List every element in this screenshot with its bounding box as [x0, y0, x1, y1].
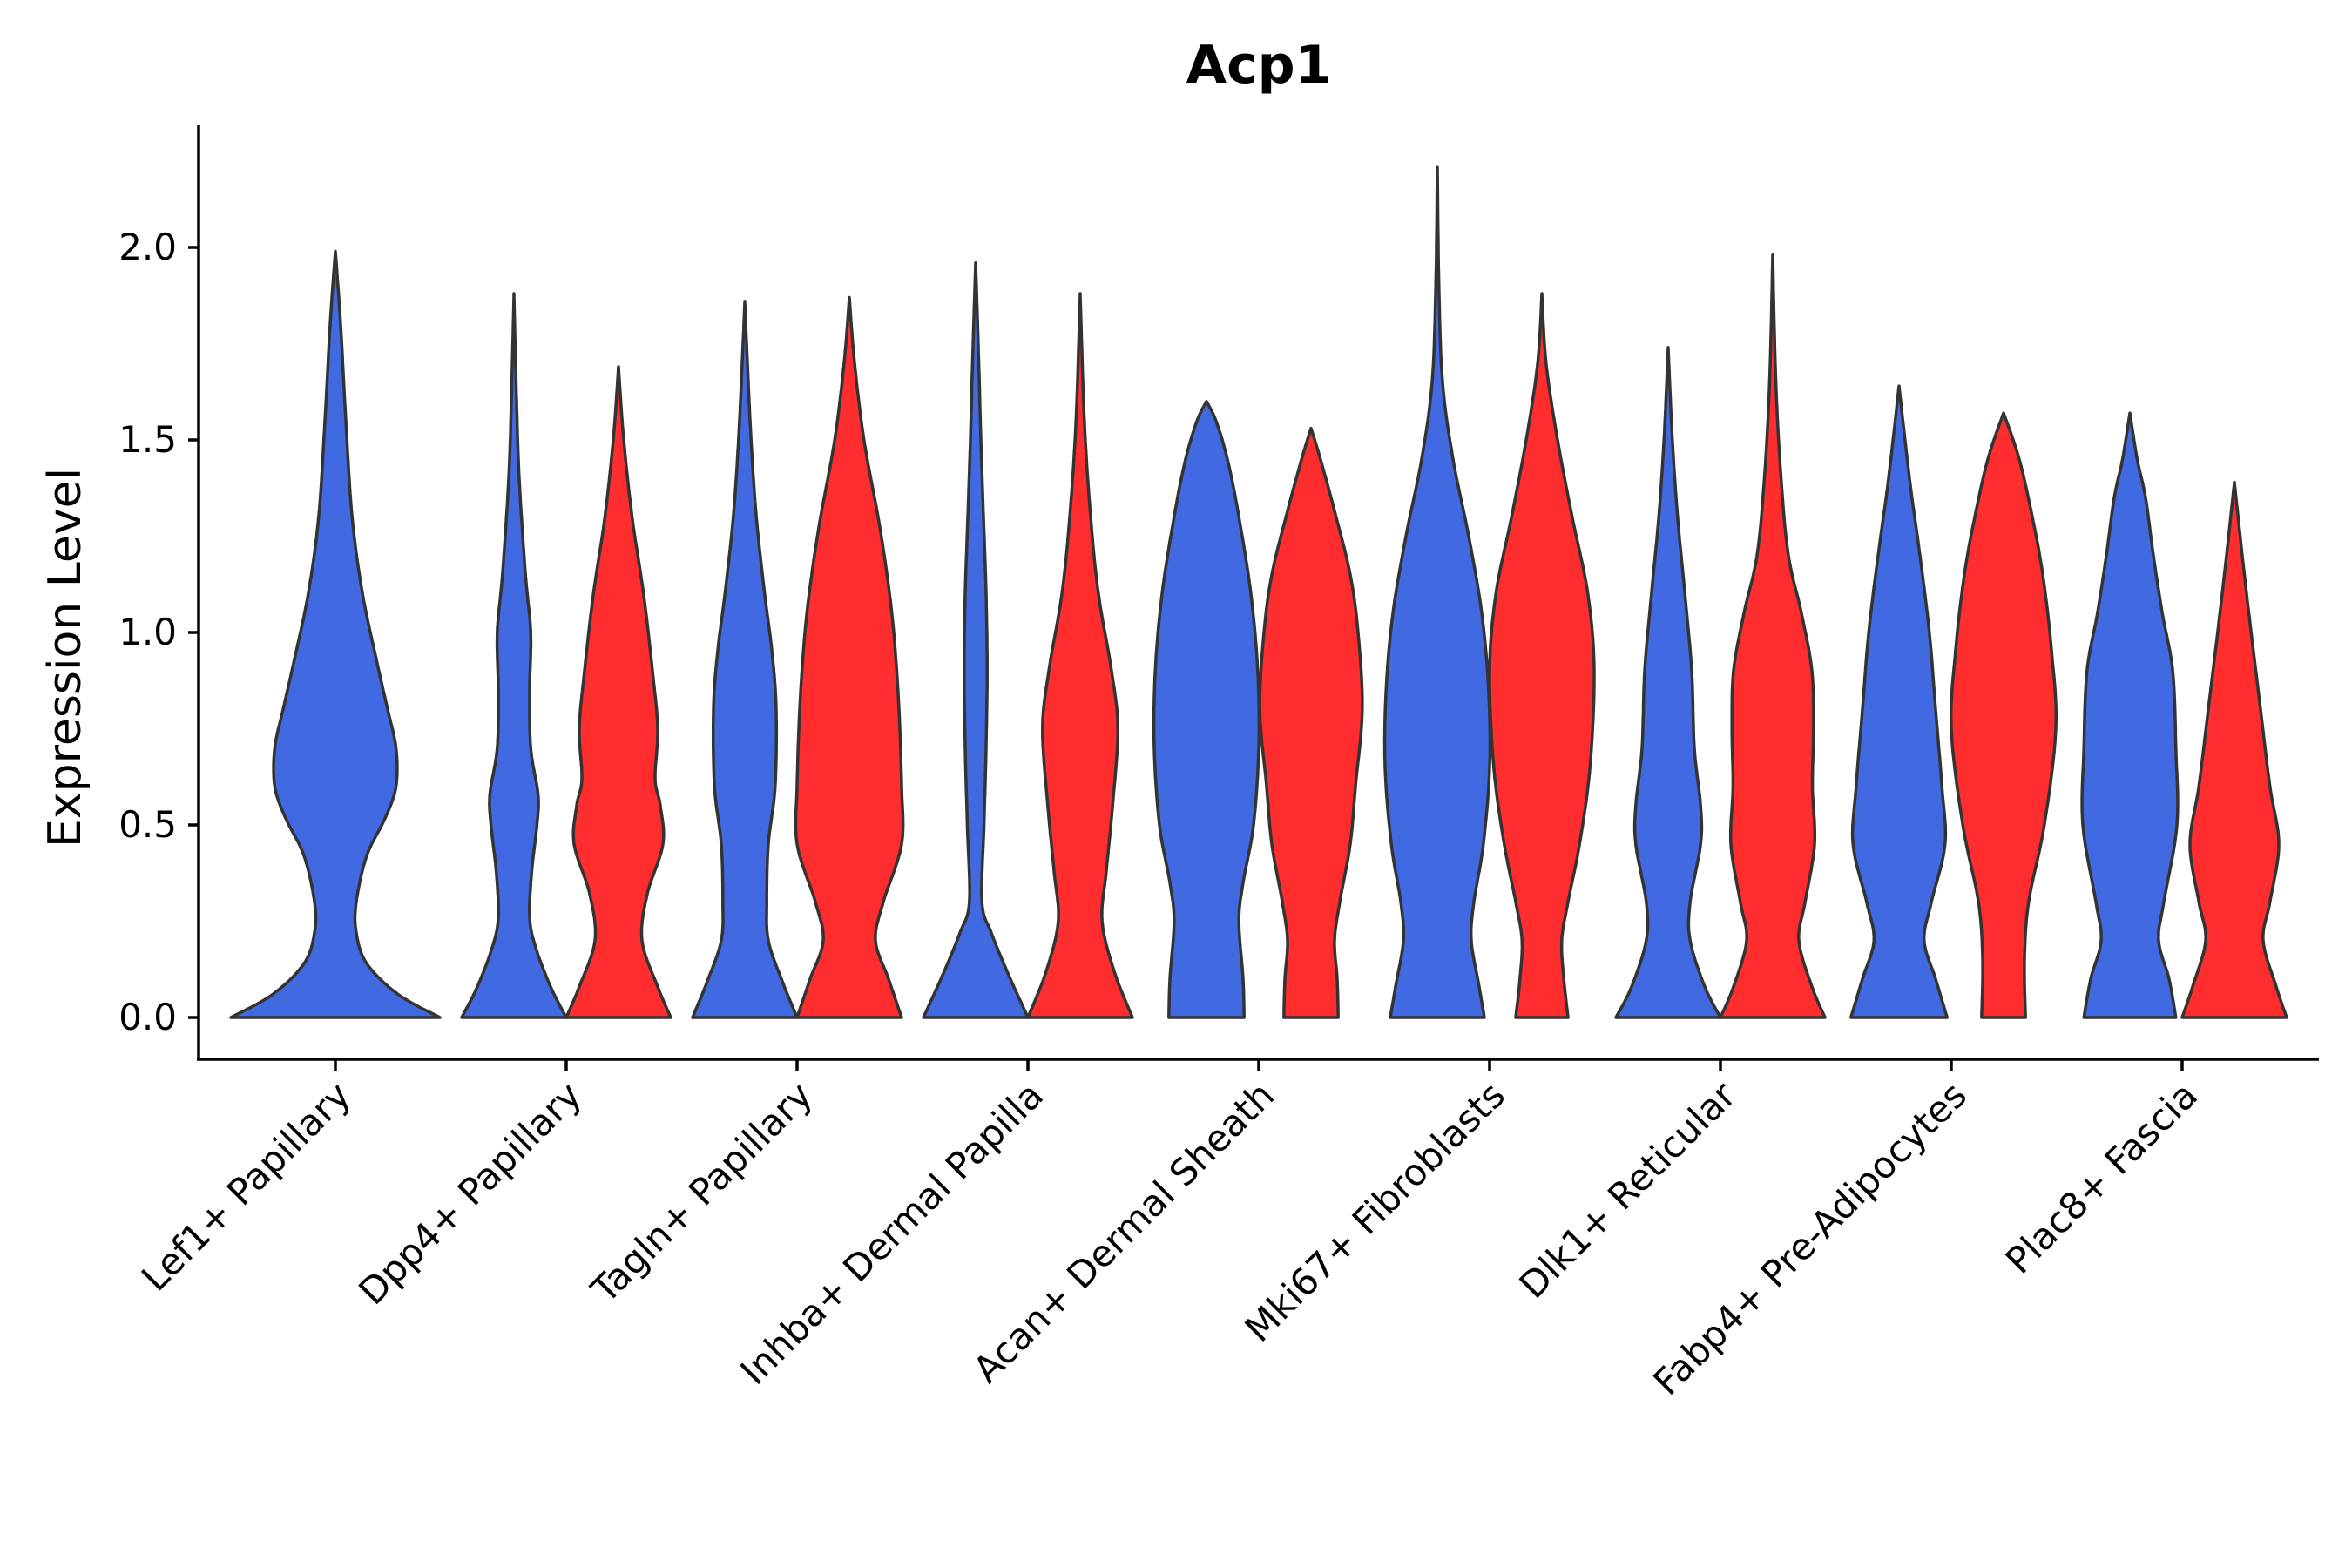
violin-inhba-dermal-papilla-blue	[922, 260, 1030, 1019]
violin-fabp4-pre-adipocytes-blue	[1849, 384, 1949, 1019]
y-tick-label: 1.0	[118, 611, 177, 653]
violin-dlk1-reticular-blue	[1614, 346, 1722, 1019]
violin-plac8-fascia-blue	[2080, 411, 2180, 1019]
x-tick-label: Dlk1+ Reticular	[1511, 1073, 1745, 1307]
violin-lef1-papillary-blue	[229, 249, 442, 1019]
x-tick-label: Dpp4+ Papillary	[350, 1073, 590, 1313]
x-tick-label: Mki67+ Fibroblasts	[1237, 1073, 1513, 1349]
x-tick-label: Tagln+ Papillary	[583, 1073, 821, 1311]
violin-acan-dermal-sheath-red	[1258, 426, 1364, 1019]
violin-plac8-fascia-red	[2180, 480, 2288, 1019]
violin-tagln-papillary-red	[794, 295, 905, 1019]
violin-dpp4-papillary-blue	[460, 292, 568, 1019]
violin-mki67-fibroblasts-blue	[1382, 165, 1492, 1019]
violin-fabp4-pre-adipocytes-red	[1949, 411, 2058, 1019]
violin-mki67-fibroblasts-red	[1488, 292, 1596, 1019]
violin-dpp4-papillary-red	[564, 365, 672, 1019]
violin-acan-dermal-sheath-blue	[1152, 400, 1261, 1019]
x-tick-label: Plac8+ Fascia	[1997, 1073, 2206, 1281]
chart-title: Acp1	[1186, 35, 1332, 96]
violin-dlk1-reticular-red	[1719, 253, 1827, 1019]
x-tick-label: Lef1+ Papillary	[133, 1073, 359, 1299]
y-axis-label: Expression Level	[39, 468, 91, 848]
y-tick-label: 1.5	[118, 418, 177, 461]
violin-tagln-papillary-blue	[691, 300, 799, 1019]
violin-group	[229, 165, 2288, 1019]
y-ticks: 0.0 0.5 1.0 1.5 2.0	[118, 226, 199, 1038]
y-tick-label: 0.5	[118, 803, 177, 846]
y-tick-label: 2.0	[118, 226, 177, 268]
violin-inhba-dermal-papilla-red	[1026, 292, 1134, 1019]
y-tick-label: 0.0	[118, 996, 177, 1038]
